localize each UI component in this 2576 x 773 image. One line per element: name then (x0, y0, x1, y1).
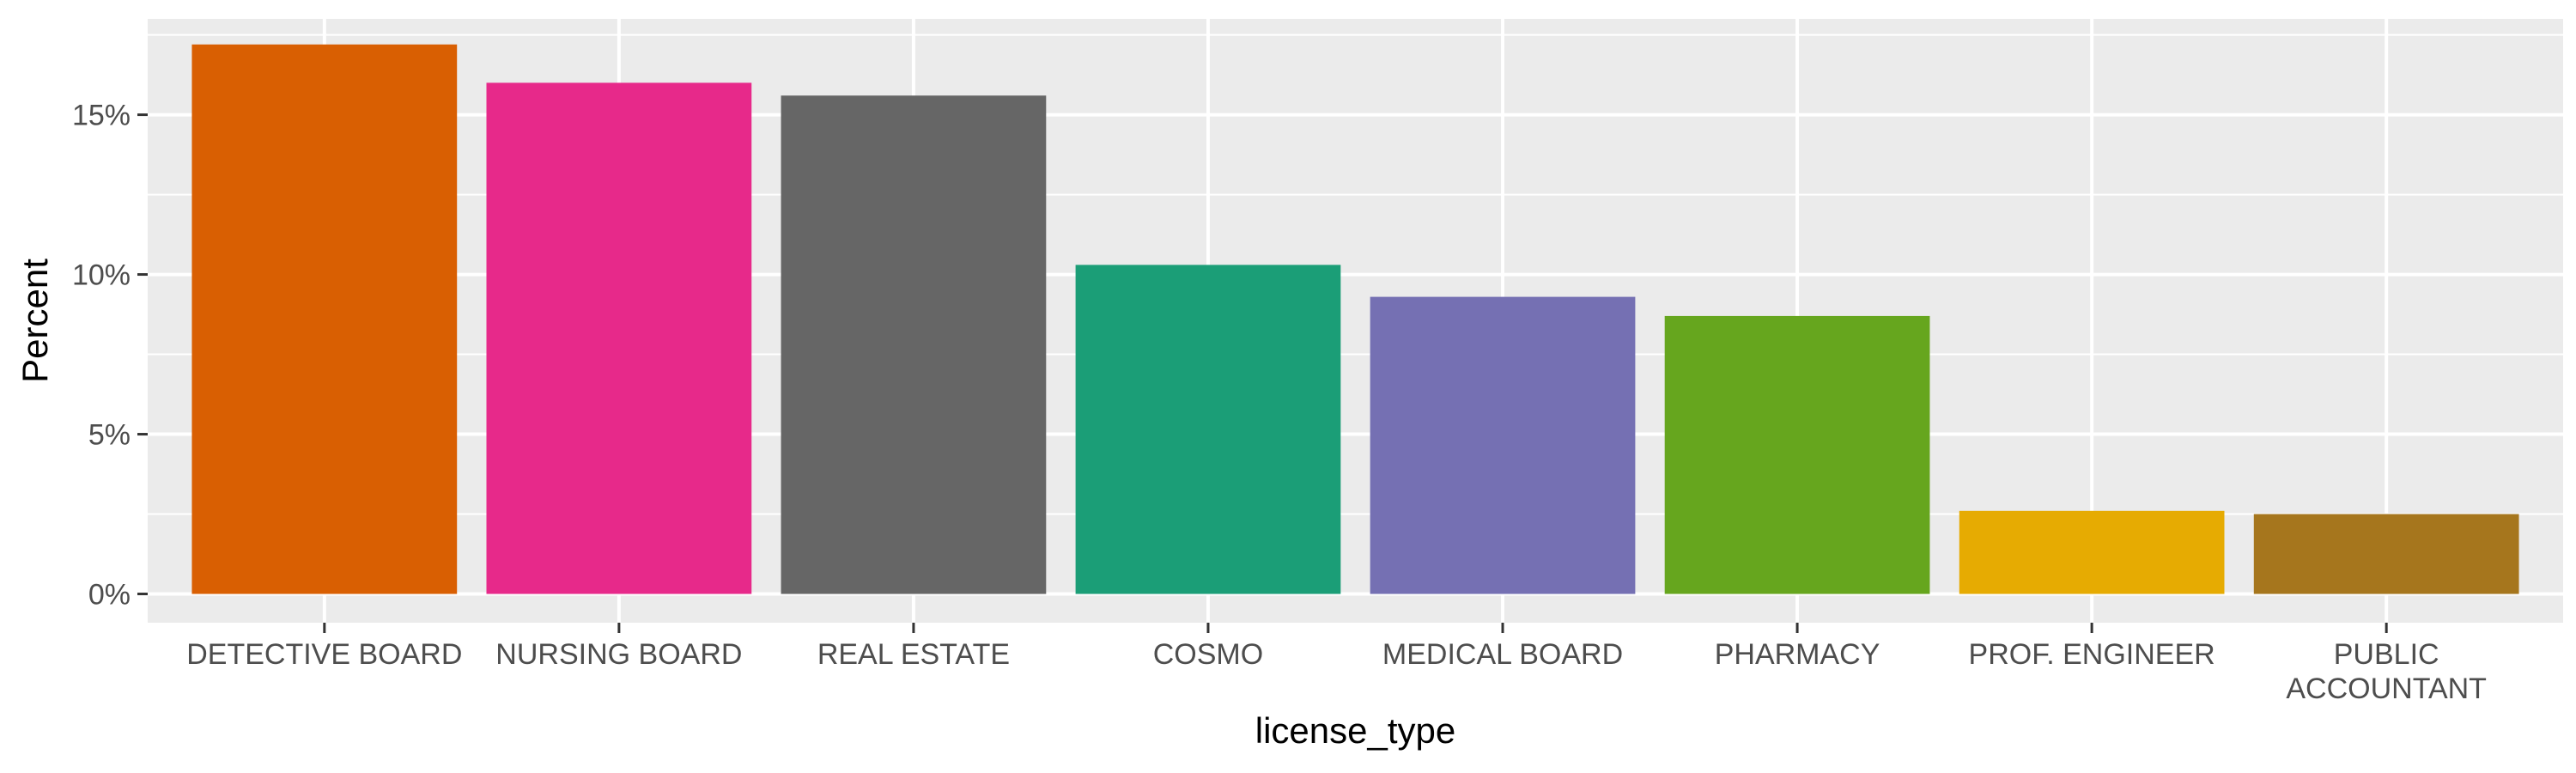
y-tick-label: 0% (88, 579, 131, 612)
bar (486, 82, 752, 594)
x-tick-label: MEDICAL BOARD (1382, 638, 1623, 671)
bars (191, 44, 2519, 594)
y-tick-label: 5% (88, 419, 131, 452)
y-tick-label: 15% (72, 100, 131, 132)
x-tick-label: NURSING BOARD (495, 638, 742, 671)
x-tick-label: DETECTIVE BOARD (186, 638, 462, 671)
bar (2253, 514, 2519, 594)
bar (1075, 265, 1341, 594)
x-tick-label: PHARMACY (1715, 638, 1880, 671)
bar (1664, 315, 1930, 594)
bar (1959, 510, 2225, 594)
y-tick-label: 10% (72, 259, 131, 292)
x-tick-label: REAL ESTATE (817, 638, 1010, 671)
y-axis: 0% 5% 10% 15% (72, 100, 148, 612)
x-tick-label: PROF. ENGINEER (1969, 638, 2215, 671)
bar (191, 44, 458, 594)
y-axis-title: Percent (15, 259, 55, 383)
bar (1370, 296, 1636, 594)
x-axis-title: license_type (1255, 710, 1455, 751)
x-tick-label: PUBLIC ACCOUNTANT (2286, 638, 2487, 705)
x-axis: DETECTIVE BOARD NURSING BOARD REAL ESTATE C… (186, 623, 2487, 705)
bar (781, 95, 1047, 594)
x-tick-label: COSMO (1153, 638, 1263, 671)
